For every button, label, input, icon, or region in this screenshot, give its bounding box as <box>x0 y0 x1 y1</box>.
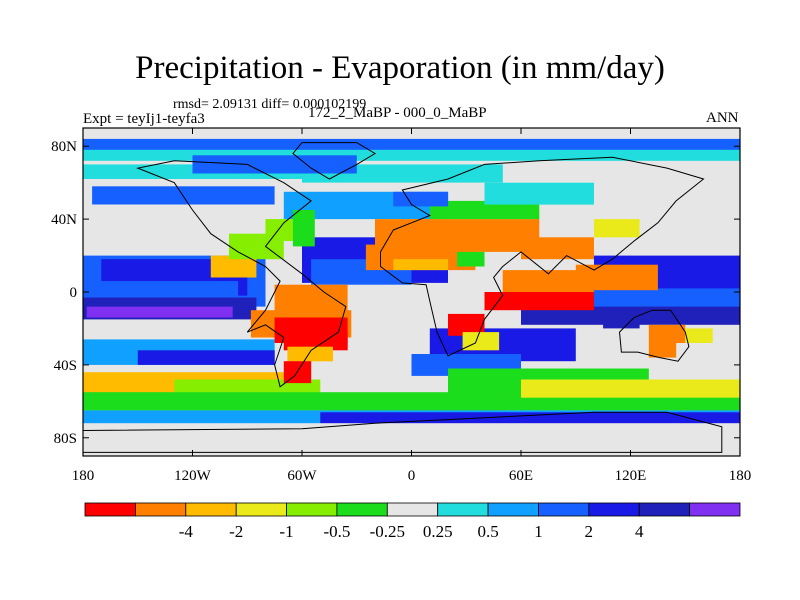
field-region <box>648 343 677 358</box>
field-region <box>393 191 449 207</box>
field-region <box>83 138 740 150</box>
y-tick-label: 80N <box>51 139 77 155</box>
field-region <box>521 237 594 260</box>
coastline <box>136 160 347 388</box>
field-region <box>174 379 321 395</box>
field-region <box>462 332 500 351</box>
y-tick-label: 80S <box>54 431 77 447</box>
field-region <box>484 292 594 311</box>
field-region <box>86 306 233 318</box>
period-label: 172_2_MaBP - 000_0_MaBP <box>308 105 487 121</box>
season-label: ANN <box>706 110 739 126</box>
field-region <box>265 219 302 241</box>
colorbar-label: 1 <box>534 522 543 541</box>
colorbar-swatch <box>437 502 489 517</box>
field-region <box>648 324 686 343</box>
field-region <box>393 259 449 271</box>
x-tick-label: 180 <box>729 468 752 484</box>
field-region <box>521 306 740 325</box>
colorbar-swatch <box>134 502 187 517</box>
field-region <box>210 255 257 278</box>
x-tick-label: 180 <box>72 468 95 484</box>
x-tick-label: 60E <box>509 468 533 484</box>
field-region <box>603 317 640 329</box>
colorbar-swatch <box>286 502 338 517</box>
colorbar-label: -2 <box>229 522 243 541</box>
colorbar-swatch <box>588 502 640 517</box>
field-region <box>575 264 658 291</box>
map-layer <box>83 128 740 456</box>
colorbar-label: -1 <box>279 522 293 541</box>
colorbar-swatch <box>336 502 388 517</box>
field-region <box>594 219 640 238</box>
field-region <box>83 281 239 300</box>
colorbar-label: 4 <box>635 522 644 541</box>
field-region <box>457 251 485 267</box>
x-tick-label: 60W <box>287 468 317 484</box>
colorbar-swatch <box>84 502 136 517</box>
colorbar-swatch <box>185 502 237 517</box>
field-region <box>429 200 540 220</box>
coastline <box>83 411 723 453</box>
field-region <box>575 288 740 311</box>
colorbar-label: 2 <box>585 522 594 541</box>
y-tick-label: 0 <box>70 285 78 301</box>
colorbar-label: -0.25 <box>370 522 405 541</box>
coastline <box>380 156 705 357</box>
colorbar-swatch <box>235 502 287 517</box>
field-region <box>685 328 713 343</box>
colorbar: -4 -2 -1 -0.5 -0.25 0.25 0.5 1 2 4 <box>84 502 741 541</box>
colorbar-label: 0.5 <box>477 522 498 541</box>
stats-label: rmsd= 2.09131 diff= 0.000102199 <box>173 97 367 112</box>
y-tick-label: 40N <box>51 212 77 228</box>
field-region <box>137 350 275 365</box>
colorbar-label: 0.25 <box>423 522 453 541</box>
x-tick-label: 0 <box>408 468 416 484</box>
colorbar-swatch <box>487 502 539 517</box>
coastline <box>618 309 690 362</box>
x-tick-label: 120E <box>615 468 647 484</box>
x-tick-label: 120W <box>174 468 212 484</box>
colorbar-label: -0.5 <box>323 522 350 541</box>
field-region <box>448 313 485 336</box>
axis-layer: 180 120W 60W 0 60E 120E 180 80N 40N 0 40S 80S <box>51 127 752 484</box>
field-region <box>521 379 740 398</box>
colorbar-swatch <box>386 502 439 517</box>
y-tick-label: 40S <box>54 358 77 374</box>
chart-title: Precipitation - Evaporation (in mm/day) <box>135 50 665 86</box>
colorbar-swatch <box>538 502 590 517</box>
colorbar-swatch <box>638 502 691 517</box>
field-region <box>83 423 740 438</box>
coastline <box>292 142 376 180</box>
experiment-label: Expt = teyIj1-teyfa3 <box>83 111 205 127</box>
field-region <box>484 182 594 205</box>
field-region <box>192 155 357 174</box>
field-region <box>287 346 333 362</box>
field-region <box>292 210 315 247</box>
colorbar-label: -4 <box>179 522 194 541</box>
colorbar-swatch <box>689 502 741 517</box>
